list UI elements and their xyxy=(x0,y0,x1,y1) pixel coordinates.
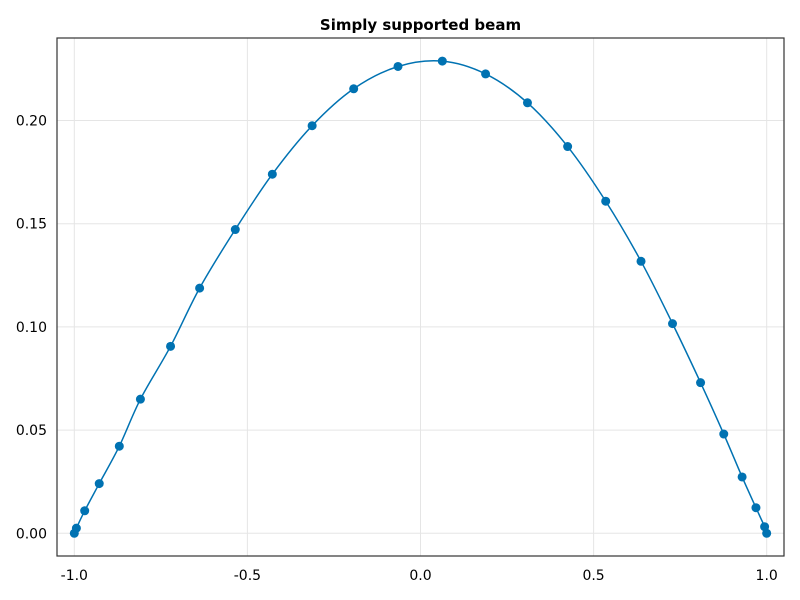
y-tick-label: 0.05 xyxy=(16,423,47,439)
y-tick-label: 0.20 xyxy=(16,114,47,130)
x-tick-label: 0.5 xyxy=(582,568,604,584)
chart-title: Simply supported beam xyxy=(320,16,521,34)
data-point xyxy=(696,378,706,388)
y-tick-label: 0.10 xyxy=(16,320,47,336)
data-point xyxy=(751,503,761,513)
data-point xyxy=(230,225,240,235)
data-point xyxy=(601,196,611,206)
data-point xyxy=(195,283,205,293)
data-point xyxy=(762,528,772,538)
data-point xyxy=(563,142,573,152)
data-point xyxy=(166,341,176,351)
y-tick-label: 0.00 xyxy=(16,526,47,542)
tick-labels: -1.0 -0.5 0.0 0.5 1.0 0.00 0.05 0.10 0.15 0.20 xyxy=(16,114,778,584)
x-tick-label: -0.5 xyxy=(234,568,261,584)
data-point xyxy=(636,256,646,266)
x-tick-label: 0.0 xyxy=(409,568,431,584)
data-point xyxy=(481,69,491,79)
data-point xyxy=(393,61,403,71)
data-point xyxy=(267,169,277,179)
data-point xyxy=(307,121,317,131)
data-point xyxy=(135,394,145,404)
data-point xyxy=(114,441,124,451)
data-point xyxy=(80,506,90,516)
data-point xyxy=(437,56,447,66)
data-point xyxy=(349,84,359,94)
plot-frame xyxy=(56,37,785,557)
series-layer xyxy=(69,56,772,538)
data-point xyxy=(71,523,81,533)
y-tick-label: 0.15 xyxy=(16,217,47,233)
data-point xyxy=(737,472,747,482)
x-tick-label: 1.0 xyxy=(756,568,778,584)
data-point xyxy=(719,429,729,439)
series-line xyxy=(73,60,768,534)
data-point xyxy=(94,479,104,489)
data-point xyxy=(668,319,678,329)
grid xyxy=(57,38,784,556)
data-point xyxy=(522,98,532,108)
x-tick-label: -1.0 xyxy=(61,568,88,584)
